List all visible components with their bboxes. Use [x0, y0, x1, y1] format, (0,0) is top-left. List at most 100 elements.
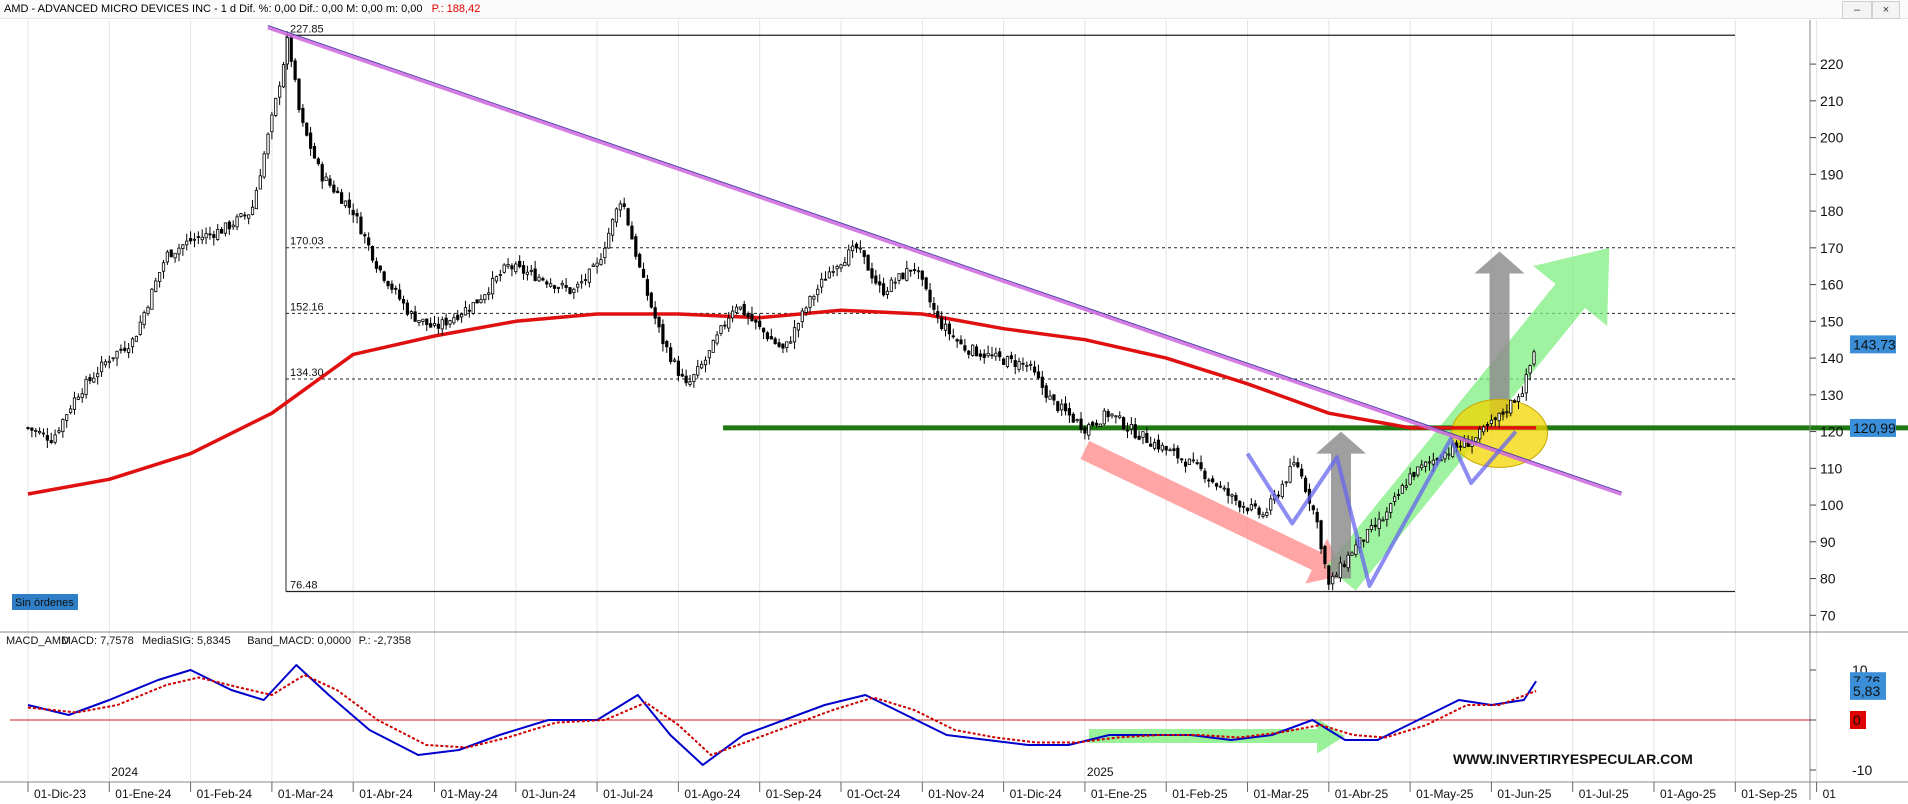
candle-body	[173, 252, 177, 259]
macd-legend-item: P.: -2,7358	[359, 635, 411, 647]
candle-body	[158, 272, 162, 282]
candle-body	[378, 265, 382, 271]
candle-body	[638, 253, 642, 268]
candle-body	[1164, 445, 1168, 451]
candle-body	[607, 232, 611, 249]
candle-body	[204, 233, 208, 239]
candle-body	[672, 359, 677, 362]
candle-body	[1257, 507, 1261, 515]
candle-body	[339, 192, 344, 204]
candle-body	[835, 266, 839, 270]
candle-body	[804, 307, 808, 313]
candle-body	[336, 190, 340, 194]
y-tick-label: 160	[1820, 277, 1844, 293]
candle-body	[297, 78, 301, 111]
candle-body	[227, 221, 231, 230]
candle-body	[1234, 494, 1238, 501]
candle-body	[506, 264, 510, 267]
candle-body	[556, 286, 560, 289]
candle-body	[355, 212, 359, 217]
candle-body	[688, 381, 692, 385]
candle-body	[161, 262, 166, 272]
candle-body	[359, 216, 363, 235]
candle-body	[800, 310, 804, 323]
candle-body	[1493, 417, 1497, 421]
candle-body	[1253, 503, 1257, 507]
candle-body	[1087, 424, 1091, 436]
macd-line	[27, 664, 1537, 766]
candle-body	[1393, 496, 1397, 502]
close-button[interactable]: ×	[1872, 1, 1900, 19]
price-tag-box	[1850, 335, 1896, 354]
candle-body	[789, 341, 793, 344]
candle-body	[1288, 465, 1292, 483]
x-tick-label: 01-Abr-25	[1335, 787, 1389, 801]
candle-body	[1071, 413, 1075, 423]
moving-average	[27, 308, 1537, 496]
candle-body	[390, 283, 394, 290]
candle-body	[533, 268, 537, 281]
candle-body	[587, 268, 591, 283]
candle-body	[796, 323, 801, 331]
candle-body	[115, 350, 119, 359]
candle-body	[1284, 481, 1288, 484]
candle-body	[1002, 358, 1006, 365]
candle-body	[549, 283, 553, 287]
target-arrow-left	[1315, 431, 1366, 579]
candle-body	[1420, 464, 1424, 469]
macd-value-tag	[1850, 681, 1886, 700]
candle-body	[1416, 466, 1420, 476]
macd-legend-item: MACD_AMD	[6, 635, 69, 647]
minimize-button[interactable]: –	[1842, 1, 1872, 19]
candle-body	[1176, 447, 1180, 459]
candle-body	[947, 323, 952, 335]
candle-body	[1524, 374, 1528, 394]
breakout-ellipse	[1451, 398, 1549, 468]
candle-body	[475, 299, 479, 304]
candle-body	[61, 419, 65, 432]
candle-body	[1292, 462, 1296, 466]
candle-body	[490, 277, 495, 295]
candle-body	[1315, 511, 1319, 523]
target-arrow-right	[1474, 251, 1525, 417]
candle-body	[425, 318, 429, 326]
candle-body	[874, 275, 878, 284]
title-bar	[0, 0, 1908, 19]
candle-body	[1265, 512, 1269, 516]
candle-body	[986, 352, 990, 357]
candle-body	[711, 340, 715, 353]
candle-body	[312, 145, 317, 159]
top-overlays: 143,73 120,99	[267, 24, 1896, 588]
candle-body	[386, 281, 390, 287]
candle-body	[1211, 478, 1215, 483]
candle-body	[552, 285, 557, 289]
candle-body	[1160, 444, 1164, 451]
candle-body	[328, 178, 332, 186]
candle-body	[1203, 470, 1207, 480]
y-tick-label: 80	[1820, 571, 1836, 587]
candle-body	[444, 317, 448, 326]
candle-body	[1331, 575, 1335, 585]
candle-body	[1187, 458, 1192, 465]
candle-body	[1447, 453, 1451, 456]
candle-body	[703, 359, 708, 366]
candle-body	[1354, 544, 1358, 555]
candle-body	[854, 243, 859, 249]
candle-body	[1513, 400, 1517, 403]
candle-body	[885, 290, 890, 295]
candle-body	[1365, 528, 1370, 543]
candle-body	[1013, 360, 1017, 367]
candle-body	[622, 203, 626, 207]
candle-body	[1048, 395, 1052, 400]
candle-body	[1485, 424, 1490, 427]
candle-body	[610, 218, 615, 236]
candle-body	[1183, 461, 1188, 467]
text-layer: Sin órdenes WWW.INVERTIRYESPECULAR.COM	[12, 594, 1693, 767]
candle-body	[1040, 376, 1044, 388]
candle-body	[1396, 494, 1401, 496]
candle-body	[138, 321, 142, 335]
candle-body	[781, 343, 785, 349]
x-tick-label: 01-Jun-25	[1497, 787, 1551, 801]
candle-body	[1497, 412, 1501, 422]
